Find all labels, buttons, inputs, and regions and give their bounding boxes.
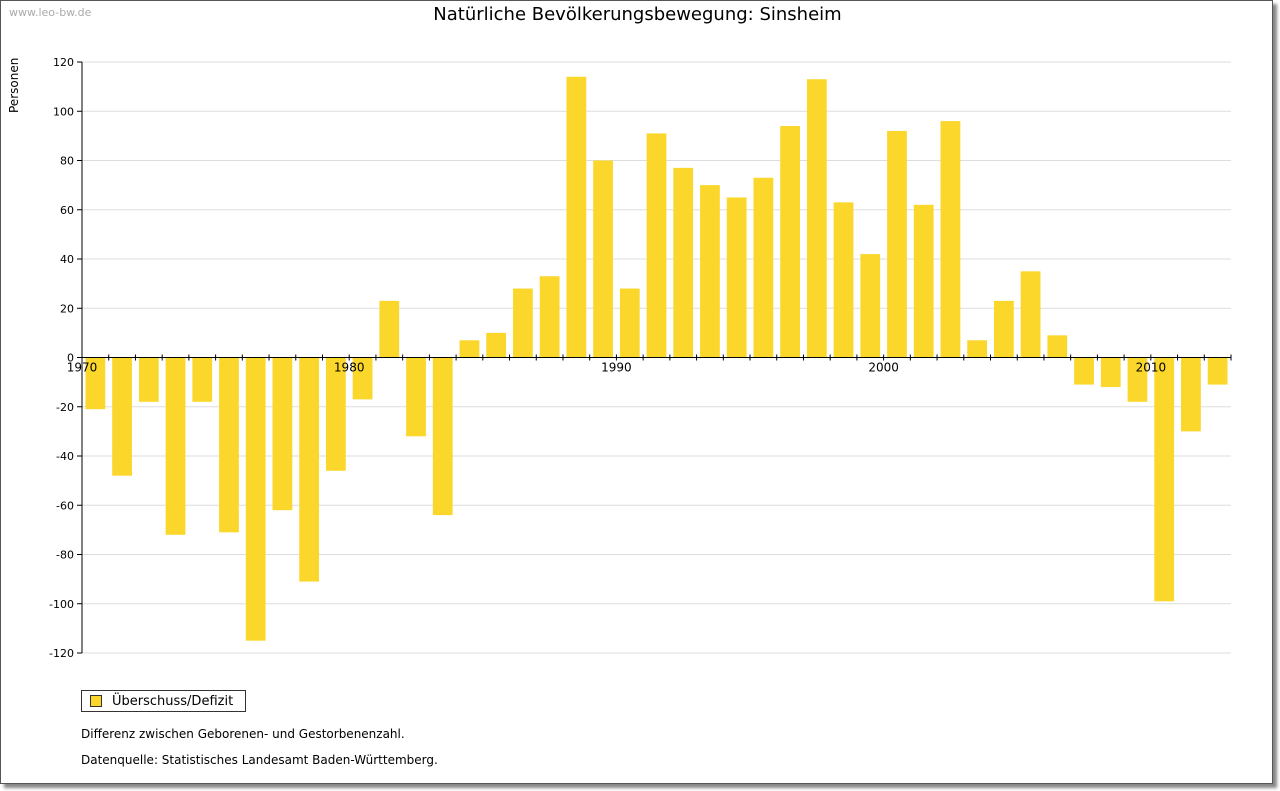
y-tick-label: 80 xyxy=(60,155,74,168)
bar-1997 xyxy=(806,79,827,358)
bar-1982 xyxy=(406,357,426,437)
bar-2001 xyxy=(913,204,934,358)
legend-swatch xyxy=(90,695,102,707)
legend-label: Überschuss/Defizit xyxy=(112,693,234,709)
y-tick-label: 100 xyxy=(53,105,74,118)
x-tick-label-1980: 1980 xyxy=(334,361,365,375)
bar-1980 xyxy=(352,357,373,400)
bar-2003 xyxy=(967,340,988,358)
bar-1988 xyxy=(566,76,587,358)
bar-1992 xyxy=(673,167,694,358)
x-tick-label-2000: 2000 xyxy=(868,361,899,375)
y-tick-label: -20 xyxy=(56,401,74,414)
bar-1971 xyxy=(112,357,132,476)
bar-1989 xyxy=(593,160,613,358)
y-tick-label: 0 xyxy=(67,352,74,365)
bar-2004 xyxy=(993,300,1014,358)
x-tick-label-1970: 1970 xyxy=(67,361,98,375)
bar-1995 xyxy=(753,177,774,358)
bar-1999 xyxy=(860,254,881,358)
bar-2007 xyxy=(1074,357,1094,385)
y-tick-label: -60 xyxy=(56,499,74,512)
legend: Überschuss/Defizit xyxy=(81,690,247,712)
y-tick-label: -40 xyxy=(56,450,74,463)
watermark: www.leo-bw.de xyxy=(9,6,92,19)
bar-1973 xyxy=(165,357,186,535)
bar-1991 xyxy=(646,133,667,358)
bar-1978 xyxy=(299,357,320,582)
y-tick-label: 60 xyxy=(60,204,74,217)
x-tick-label-2010: 2010 xyxy=(1136,361,1167,375)
bar-2009 xyxy=(1127,357,1148,402)
note-difference: Differenz zwischen Geborenen- und Gestor… xyxy=(81,727,405,741)
bar-1990 xyxy=(619,288,640,358)
bar-2000 xyxy=(887,130,907,358)
bar-1983 xyxy=(432,357,453,516)
bar-2010 xyxy=(1154,357,1175,602)
y-tick-label: -100 xyxy=(49,598,74,611)
bar-1993 xyxy=(700,185,720,358)
bar-2011 xyxy=(1181,357,1201,432)
bar-1994 xyxy=(726,197,747,358)
bar-2008 xyxy=(1100,357,1121,388)
y-tick-label: -80 xyxy=(56,549,74,562)
bar-1976 xyxy=(245,357,266,641)
y-tick-label: 120 xyxy=(53,56,74,69)
y-tick-label: 40 xyxy=(60,253,74,266)
x-tick-label-1990: 1990 xyxy=(601,361,632,375)
y-tick-label: 20 xyxy=(60,302,74,315)
chart-title: Natürliche Bevölkerungsbewegung: Sinshei… xyxy=(433,4,842,25)
bar-1972 xyxy=(138,357,159,402)
bar-2006 xyxy=(1047,335,1068,358)
bar-1974 xyxy=(192,357,213,402)
bar-1996 xyxy=(780,126,800,358)
bar-1986 xyxy=(513,288,533,358)
bar-1970 xyxy=(85,357,106,410)
bar-1977 xyxy=(272,357,293,511)
bar-2012 xyxy=(1207,357,1228,385)
bar-2005 xyxy=(1020,271,1041,358)
note-source: Datenquelle: Statistisches Landesamt Bad… xyxy=(81,753,438,767)
bar-1979 xyxy=(325,357,346,471)
bar-1975 xyxy=(219,357,239,533)
bar-2002 xyxy=(940,121,961,358)
bar-1985 xyxy=(486,332,507,358)
bar-1981 xyxy=(379,300,400,358)
bar-1984 xyxy=(459,340,480,358)
bar-1998 xyxy=(833,202,854,358)
bar-1987 xyxy=(539,276,560,358)
y-tick-label: -120 xyxy=(49,647,74,660)
